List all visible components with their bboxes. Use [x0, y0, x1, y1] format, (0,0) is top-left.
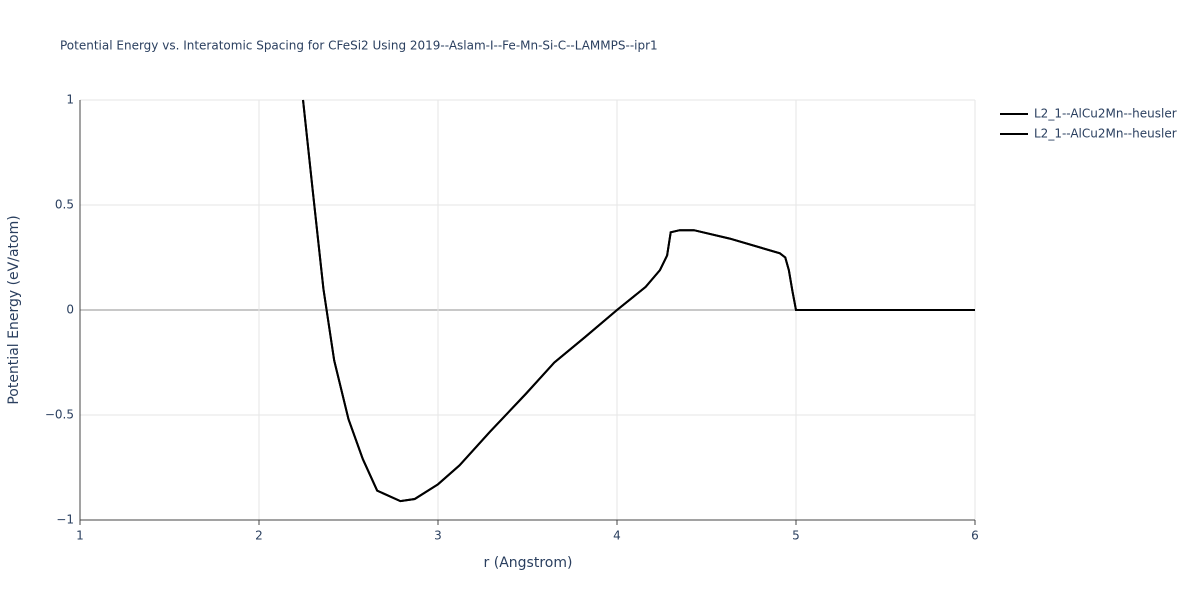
legend-label: L2_1--AlCu2Mn--heusler — [1034, 127, 1177, 141]
y-tick-label: −0.5 — [45, 408, 74, 422]
legend-label: L2_1--AlCu2Mn--heusler — [1034, 107, 1177, 121]
x-tick-label: 5 — [792, 529, 800, 543]
data-line — [302, 99, 975, 503]
y-tick-label: 1 — [66, 93, 74, 107]
x-tick-label: 3 — [434, 529, 442, 543]
chart-title: Potential Energy vs. Interatomic Spacing… — [60, 39, 658, 53]
x-tick-label: 6 — [971, 529, 979, 543]
x-tick-label: 2 — [255, 529, 263, 543]
data-line — [302, 99, 975, 503]
y-tick-label: 0 — [66, 303, 74, 317]
y-axis-label: Potential Energy (eV/atom) — [6, 215, 22, 404]
x-tick-label: 1 — [76, 529, 84, 543]
y-tick-label: 0.5 — [55, 198, 74, 212]
x-axis-label: r (Angstrom) — [484, 555, 573, 571]
x-tick-label: 4 — [613, 529, 621, 543]
y-tick-label: −1 — [56, 513, 74, 527]
